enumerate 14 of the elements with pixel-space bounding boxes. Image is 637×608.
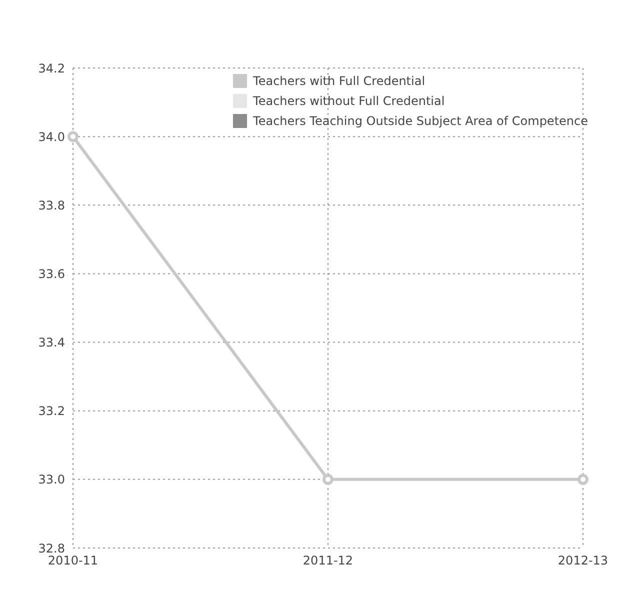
y-tick-label: 33.0	[38, 472, 65, 487]
y-tick-label: 32.8	[38, 541, 65, 556]
x-tick-label: 2012-13	[558, 554, 608, 568]
legend-label: Teachers with Full Credential	[253, 74, 426, 88]
x-tick-label: 2011-12	[302, 554, 354, 568]
y-tick-label: 33.2	[38, 404, 65, 418]
y-tick-label: 34.2	[38, 61, 65, 76]
y-tick-label: 33.8	[38, 198, 65, 212]
x-tick-label: 2010-11	[48, 554, 98, 568]
y-tick-label: 33.4	[38, 336, 65, 350]
y-tick-label: 34.0	[38, 130, 65, 144]
legend-label: Teachers without Full Credential	[253, 94, 445, 108]
y-tick-label: 33.6	[38, 266, 65, 281]
legend-label: Teachers Teaching Outside Subject Area of Competence	[253, 114, 588, 128]
